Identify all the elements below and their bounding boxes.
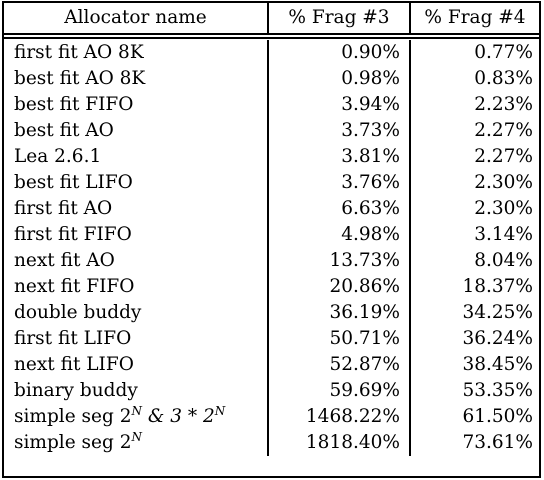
allocator-name: next fit LIFO <box>14 354 134 375</box>
frag-3-value: 50.71% <box>267 326 409 352</box>
allocator-name: first fit FIFO <box>14 224 132 245</box>
exponent: N <box>131 404 142 418</box>
frag-4-value: 2.30% <box>409 170 539 196</box>
table-row: best fit FIFO 3.94% 2.23% <box>4 92 539 118</box>
frag-3-value: 3.73% <box>267 118 409 144</box>
allocator-name: Lea 2.6.1 <box>14 146 102 167</box>
allocator-name: best fit FIFO <box>14 94 134 115</box>
table-row: next fit AO 13.73% 8.04% <box>4 248 539 274</box>
frag-4-value: 2.23% <box>409 92 539 118</box>
frag-3-value: 52.87% <box>267 352 409 378</box>
allocator-name: first fit AO <box>14 198 113 219</box>
frag-3-value: 36.19% <box>267 300 409 326</box>
frag-3-value: 3.94% <box>267 92 409 118</box>
table-row: first fit FIFO 4.98% 3.14% <box>4 222 539 248</box>
allocator-name: simple seg 2N <box>4 430 267 456</box>
table-row: simple seg 2N 1818.40% 73.61% <box>4 430 539 456</box>
frag-3-value: 3.81% <box>267 144 409 170</box>
table-body: first fit AO 8K 0.90% 0.77% best fit AO … <box>4 39 539 456</box>
table-header: Allocator name % Frag #3 % Frag #4 <box>4 3 539 33</box>
table-row: double buddy 36.19% 34.25% <box>4 300 539 326</box>
frag-3-value: 6.63% <box>267 196 409 222</box>
header-rule <box>4 33 539 35</box>
table-row: best fit LIFO 3.76% 2.30% <box>4 170 539 196</box>
allocator-name: best fit LIFO <box>14 172 133 193</box>
allocator-name: next fit FIFO <box>14 276 135 297</box>
header-rule-double <box>4 37 539 39</box>
frag-3-value: 0.90% <box>267 40 409 66</box>
allocator-name: best fit AO 8K <box>14 68 146 89</box>
frag-4-value: 38.45% <box>409 352 539 378</box>
frag-4-value: 3.14% <box>409 222 539 248</box>
frag-3-value: 1468.22% <box>267 404 409 430</box>
frag-4-value: 34.25% <box>409 300 539 326</box>
header-frag-3: % Frag #3 <box>267 3 409 33</box>
table-row: binary buddy 59.69% 53.35% <box>4 378 539 404</box>
frag-3-value: 4.98% <box>267 222 409 248</box>
frag-3-value: 20.86% <box>267 274 409 300</box>
allocator-name: best fit AO <box>14 120 114 141</box>
allocator-name: simple seg 2N & 3 * 2N <box>4 404 267 430</box>
frag-4-value: 0.83% <box>409 66 539 92</box>
table-row: next fit FIFO 20.86% 18.37% <box>4 274 539 300</box>
table-row: best fit AO 8K 0.98% 0.83% <box>4 66 539 92</box>
frag-3-value: 0.98% <box>267 66 409 92</box>
exponent: N <box>131 430 142 444</box>
frag-3-value: 3.76% <box>267 170 409 196</box>
table-row: best fit AO 3.73% 2.27% <box>4 118 539 144</box>
table-row: first fit LIFO 50.71% 36.24% <box>4 326 539 352</box>
table-row: Lea 2.6.1 3.81% 2.27% <box>4 144 539 170</box>
frag-4-value: 18.37% <box>409 274 539 300</box>
allocator-name: next fit AO <box>14 250 115 271</box>
header-allocator-name: Allocator name <box>64 7 207 28</box>
table-row: next fit LIFO 52.87% 38.45% <box>4 352 539 378</box>
frag-4-value: 8.04% <box>409 248 539 274</box>
exponent: N <box>214 404 226 418</box>
frag-3-value: 59.69% <box>267 378 409 404</box>
frag-4-value: 2.30% <box>409 196 539 222</box>
allocator-name: binary buddy <box>14 380 138 401</box>
header-frag-4: % Frag #4 <box>409 3 539 33</box>
table-row: simple seg 2N & 3 * 2N 1468.22% 61.50% <box>4 404 539 430</box>
frag-4-value: 61.50% <box>409 404 539 430</box>
frag-3-value: 13.73% <box>267 248 409 274</box>
frag-4-value: 73.61% <box>409 430 539 456</box>
allocator-name: double buddy <box>14 302 142 323</box>
table-row: first fit AO 8K 0.90% 0.77% <box>4 40 539 66</box>
name-prefix: simple seg 2 <box>14 406 132 427</box>
allocator-name: first fit AO 8K <box>14 42 144 63</box>
name-prefix: simple seg 2 <box>14 432 132 453</box>
allocator-name: first fit LIFO <box>14 328 132 349</box>
frag-4-value: 2.27% <box>409 118 539 144</box>
name-mid: & 3 * 2 <box>141 406 215 427</box>
table-row: first fit AO 6.63% 2.30% <box>4 196 539 222</box>
frag-4-value: 53.35% <box>409 378 539 404</box>
frag-4-value: 36.24% <box>409 326 539 352</box>
frag-4-value: 2.27% <box>409 144 539 170</box>
frag-4-value: 0.77% <box>409 40 539 66</box>
frag-3-value: 1818.40% <box>267 430 409 456</box>
